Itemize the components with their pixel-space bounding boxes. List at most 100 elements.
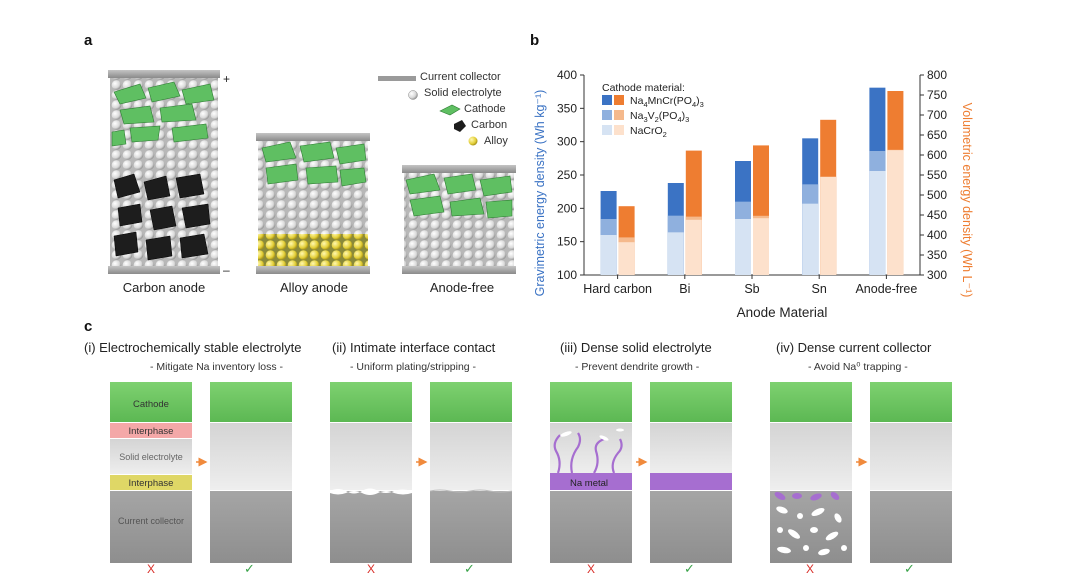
y-left-tick-label: 250	[557, 168, 577, 182]
legend-alloy: Alloy	[484, 135, 508, 147]
criterion-1-before-stack: Cathode Interphase Solid electrolyte Int…	[110, 382, 192, 563]
gravimetric-bar	[802, 203, 819, 275]
y-left-tick-label: 200	[557, 201, 577, 215]
volumetric-bar	[685, 219, 702, 275]
y-right-tick-label: 400	[927, 228, 947, 242]
gravimetric-bar	[667, 232, 684, 275]
na-metal-label: Na metal	[570, 478, 608, 489]
y-left-tick-label: 150	[557, 235, 577, 249]
gravimetric-bar	[600, 235, 617, 275]
gravimetric-bar	[869, 171, 886, 275]
negative-terminal-label: –	[223, 263, 230, 277]
criterion-1-check-icon: ✓	[244, 561, 255, 576]
volumetric-bar	[753, 218, 769, 275]
criterion-4-after-stack	[870, 382, 952, 563]
panel-c-label: c	[84, 318, 93, 335]
criterion-1-bad-mark: X	[147, 562, 156, 576]
criterion-3-subtitle: - Prevent dendrite growth -	[575, 361, 700, 373]
x-tick-label: Anode-free	[855, 282, 917, 296]
legend-swatch-grav	[602, 95, 612, 105]
y-right-tick-label: 450	[927, 208, 947, 222]
x-tick-label: Hard carbon	[583, 282, 652, 296]
legend-solid-electrolyte: Solid electrolyte	[424, 87, 502, 99]
y-right-tick-label: 600	[927, 148, 947, 162]
criterion-3-after-stack	[650, 382, 732, 563]
y-left-tick-label: 100	[557, 268, 577, 282]
criterion-2-after-stack	[429, 382, 513, 563]
legend-cathode: Cathode	[464, 103, 506, 115]
criterion-3-bad-mark: X	[587, 562, 596, 576]
alloy-icon	[468, 136, 478, 146]
y-left-tick-label: 300	[557, 135, 577, 149]
solid-electrolyte-icon	[408, 90, 418, 100]
gravimetric-bar	[735, 219, 751, 275]
y-right-tick-label: 300	[927, 268, 947, 282]
criterion-2-subtitle: - Uniform plating/stripping -	[350, 361, 477, 373]
y-right-tick-label: 700	[927, 108, 947, 122]
current-collector-label: Current collector	[118, 516, 184, 526]
legend-carbon: Carbon	[471, 119, 508, 131]
y-right-tick-label: 550	[927, 168, 947, 182]
criterion-2-bad-mark: X	[367, 562, 376, 576]
legend-swatch-grav	[602, 110, 612, 120]
criterion-4-title: (iv) Dense current collector	[776, 340, 932, 355]
energy-density-chart: 100 150 200 250 300 350 400 300 350 400 450 500 550 6…	[533, 68, 974, 320]
volumetric-bar	[820, 177, 837, 275]
alloy-anode-cell	[256, 133, 370, 274]
alloy-anode-caption: Alloy anode	[280, 280, 348, 295]
legend-swatch-vol	[614, 125, 624, 135]
carbon-anode-cell	[108, 70, 220, 274]
x-tick-label: Sn	[812, 282, 827, 296]
y-axis-right-label: Volumetric energy density (Wh L⁻¹)	[960, 103, 974, 298]
y-right-tick-label: 750	[927, 88, 947, 102]
volumetric-bar	[887, 150, 904, 275]
x-tick-label: Bi	[679, 282, 690, 296]
y-right-tick-label: 650	[927, 128, 947, 142]
panel-a-label: a	[84, 32, 93, 49]
x-axis-label: Anode Material	[737, 305, 828, 320]
cathode-label: Cathode	[133, 399, 169, 410]
volumetric-bar	[618, 242, 635, 275]
criterion-3-before-stack: Na metal	[550, 382, 632, 563]
y-right-tick-label: 800	[927, 68, 947, 82]
interphase-top-label: Interphase	[129, 426, 174, 437]
y-right-tick-label: 500	[927, 188, 947, 202]
criterion-4-before-stack	[770, 382, 852, 563]
criterion-1-after-stack	[210, 382, 292, 563]
anode-free-cell	[402, 165, 516, 274]
criterion-4-subtitle: - Avoid Na⁰ trapping -	[808, 361, 908, 373]
legend-swatch-grav	[602, 125, 612, 135]
current-collector-icon	[378, 76, 416, 81]
legend-label: NaCrO2	[630, 125, 667, 139]
y-left-tick-label: 400	[557, 68, 577, 82]
chart-legend-title: Cathode material:	[602, 82, 685, 94]
y-left-tick-label: 350	[557, 101, 577, 115]
carbon-anode-caption: Carbon anode	[122, 280, 206, 295]
criterion-2-title: (ii) Intimate interface contact	[332, 340, 496, 355]
legend-swatch-vol	[614, 110, 624, 120]
criterion-4-bad-mark: X	[806, 562, 815, 576]
solid-electrolyte-label: Solid electrolyte	[119, 452, 183, 462]
criterion-1-subtitle: - Mitigate Na inventory loss -	[150, 361, 284, 373]
criterion-2-before-stack	[330, 382, 412, 563]
interphase-bottom-label: Interphase	[129, 478, 174, 489]
criterion-3-title: (iii) Dense solid electrolyte	[560, 340, 712, 355]
x-tick-label: Sb	[744, 282, 759, 296]
legend-label: Na4MnCr(PO4)3	[630, 95, 704, 109]
positive-terminal-label: +	[223, 72, 231, 86]
panel-b-label: b	[530, 32, 540, 49]
panel-a-illustration	[108, 70, 516, 274]
criterion-3-check-icon: ✓	[684, 561, 695, 576]
criterion-1-title: (i) Electrochemically stable electrolyte	[84, 340, 302, 355]
anode-free-caption: Anode-free	[429, 280, 495, 295]
y-axis-left-label: Gravimetric energy density (Wh kg⁻¹)	[533, 90, 547, 297]
carbon-icon	[454, 120, 466, 132]
y-right-tick-label: 350	[927, 248, 947, 262]
criterion-2-check-icon: ✓	[464, 561, 475, 576]
legend-swatch-vol	[614, 95, 624, 105]
legend-current-collector: Current collector	[420, 71, 501, 83]
cathode-icon	[439, 104, 461, 116]
criterion-4-check-icon: ✓	[904, 561, 915, 576]
design-principles-diagram: Cathode Interphase Solid electrolyte Int…	[110, 382, 952, 563]
legend-label: Na3V2(PO4)3	[630, 110, 689, 124]
